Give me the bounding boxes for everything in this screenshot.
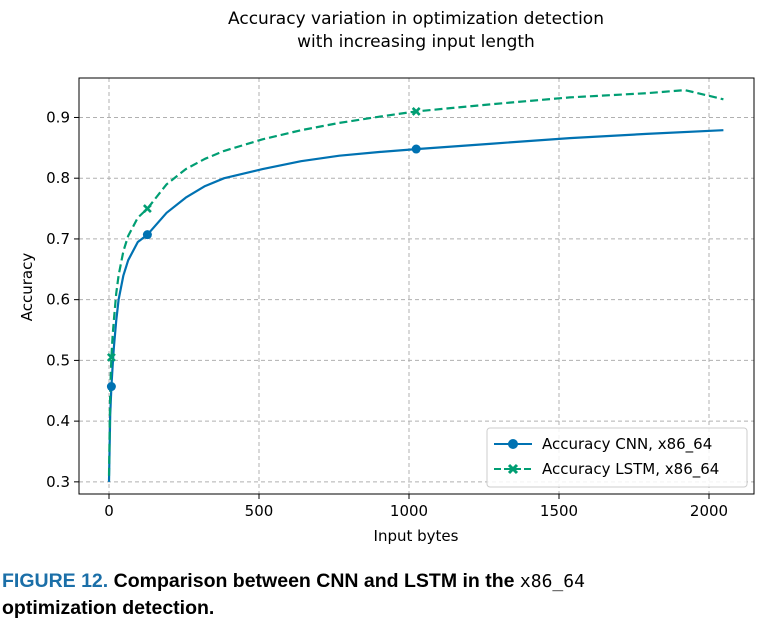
x-tick-label: 1000 [390, 502, 428, 520]
y-tick-label: 0.4 [46, 412, 70, 430]
x-tick-label: 500 [245, 502, 274, 520]
y-tick-label: 0.5 [46, 351, 70, 369]
legend-label-lstm: Accuracy LSTM, x86_64 [542, 460, 719, 479]
grid-lines [79, 78, 754, 494]
y-tick-label: 0.9 [46, 108, 70, 126]
series-markers [106, 106, 421, 392]
data-point-cnn [142, 230, 152, 240]
x-tick-label: 0 [104, 502, 114, 520]
series-line-lstm [107, 88, 724, 476]
series-lines [107, 88, 724, 482]
legend-marker-cnn [508, 439, 518, 449]
data-point-lstm [106, 352, 116, 362]
plot-area-frame [78, 77, 755, 495]
y-axis-label: Accuracy [18, 253, 36, 322]
y-tick-label: 0.8 [46, 169, 70, 187]
y-tick-label: 0.3 [46, 473, 70, 491]
x-tick-label: 1500 [540, 502, 578, 520]
chart-title-line-1: Accuracy variation in optimization detec… [228, 9, 604, 29]
caption-label: FIGURE 12. [2, 570, 109, 592]
chart-title: Accuracy variation in optimization detec… [228, 9, 604, 52]
y-axis-ticks: 0.3 0.4 0.5 0.6 0.7 0.8 0.9 [46, 108, 79, 491]
legend-label-cnn: Accuracy CNN, x86_64 [542, 435, 712, 454]
legend-box [486, 427, 748, 488]
chart-legend: Accuracy CNN, x86_64 Accuracy LSTM, x86_… [486, 427, 748, 488]
y-tick-label: 0.6 [46, 291, 70, 309]
data-point-cnn [411, 144, 421, 154]
figure-caption: FIGURE 12. Comparison between CNN and LS… [2, 568, 762, 621]
y-tick-label: 0.7 [46, 230, 70, 248]
caption-text-before: Comparison between CNN and LSTM in the [113, 570, 515, 592]
chart-title-line-2: with increasing input length [297, 32, 535, 52]
caption-text-after: optimization detection. [2, 597, 215, 619]
data-point-lstm [142, 204, 152, 213]
x-axis-label: Input bytes [374, 527, 459, 545]
data-point-lstm [411, 106, 421, 116]
legend-marker-lstm [507, 463, 519, 475]
x-axis-ticks: 0 500 1000 1500 2000 [104, 494, 728, 520]
caption-mono-text: x86_64 [519, 571, 585, 592]
data-point-cnn [106, 382, 116, 392]
series-line-cnn [107, 129, 724, 482]
x-tick-label: 2000 [690, 502, 728, 520]
